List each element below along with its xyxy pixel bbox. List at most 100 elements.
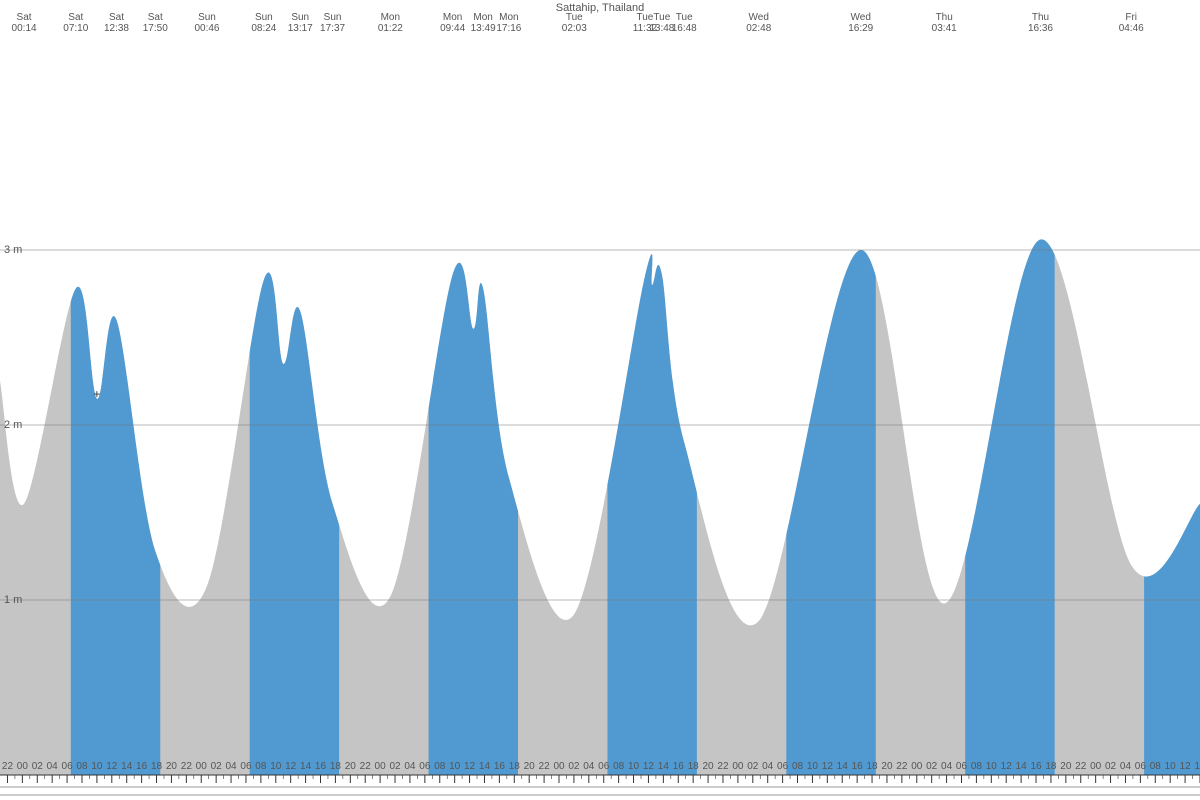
x-tick-label: 12 — [106, 761, 117, 772]
x-tick-label: 04 — [1120, 761, 1131, 772]
tide-label-day: Sat — [104, 12, 129, 23]
tide-time-label: Wed02:48 — [746, 12, 771, 34]
tide-time-label: Mon09:44 — [440, 12, 465, 34]
x-tick-label: 06 — [598, 761, 609, 772]
x-tick-label: 04 — [941, 761, 952, 772]
tide-label-day: Sat — [12, 12, 37, 23]
x-tick-label: 14 — [837, 761, 848, 772]
x-tick-label: 10 — [1165, 761, 1176, 772]
tide-time-label: Sun17:37 — [320, 12, 345, 34]
tide-label-time: 13:17 — [288, 23, 313, 34]
x-tick-label: 02 — [1105, 761, 1116, 772]
x-tick-label: 00 — [1090, 761, 1101, 772]
tide-label-day: Sun — [194, 12, 219, 23]
x-tick-label: 16 — [315, 761, 326, 772]
x-tick-label: 22 — [181, 761, 192, 772]
x-tick-label: 00 — [911, 761, 922, 772]
x-tick-label: 14 — [121, 761, 132, 772]
tide-label-day: Sun — [251, 12, 276, 23]
x-tick-label: 10 — [270, 761, 281, 772]
x-tick-label: 04 — [225, 761, 236, 772]
x-tick-label: 22 — [360, 761, 371, 772]
tide-label-day: Mon — [471, 12, 496, 23]
x-tick-label: 10 — [628, 761, 639, 772]
x-tick-label: 14 — [300, 761, 311, 772]
x-tick-label: 08 — [1150, 761, 1161, 772]
x-tick-label: 00 — [732, 761, 743, 772]
tide-label-time: 12:38 — [104, 23, 129, 34]
tide-label-time: 04:46 — [1119, 23, 1144, 34]
tide-label-time: 07:10 — [63, 23, 88, 34]
x-tick-label: 04 — [47, 761, 58, 772]
x-tick-label: 22 — [717, 761, 728, 772]
tide-label-day: Sat — [143, 12, 168, 23]
tide-label-day: Thu — [1028, 12, 1053, 23]
tide-label-day: Tue — [672, 12, 697, 23]
x-tick-label: 20 — [345, 761, 356, 772]
tide-label-day: Sat — [63, 12, 88, 23]
x-tick-label: 06 — [419, 761, 430, 772]
x-tick-label: 14 — [1016, 761, 1027, 772]
x-tick-label: 00 — [553, 761, 564, 772]
x-tick-label: 20 — [1060, 761, 1071, 772]
tide-label-time: 13:48 — [649, 23, 674, 34]
tide-label-time: 17:16 — [496, 23, 521, 34]
tide-label-day: Wed — [848, 12, 873, 23]
crosshair-marker: + — [93, 388, 100, 400]
x-tick-label: 16 — [1030, 761, 1041, 772]
x-tick-label: 14 — [1194, 761, 1200, 772]
x-tick-label: 08 — [971, 761, 982, 772]
x-tick-label: 16 — [494, 761, 505, 772]
x-tick-label: 16 — [852, 761, 863, 772]
x-tick-label: 10 — [807, 761, 818, 772]
x-tick-label: 06 — [1135, 761, 1146, 772]
tide-time-label: Tue16:48 — [672, 12, 697, 34]
x-tick-label: 20 — [703, 761, 714, 772]
x-tick-label: 20 — [524, 761, 535, 772]
tide-time-label: Mon13:49 — [471, 12, 496, 34]
x-tick-label: 02 — [389, 761, 400, 772]
tide-label-day: Tue — [562, 12, 587, 23]
y-tick-label: 3 m — [4, 244, 22, 256]
tide-time-label: Thu16:36 — [1028, 12, 1053, 34]
x-tick-label: 02 — [568, 761, 579, 772]
x-tick-label: 18 — [688, 761, 699, 772]
tide-label-day: Sun — [320, 12, 345, 23]
x-tick-label: 08 — [76, 761, 87, 772]
x-tick-label: 00 — [17, 761, 28, 772]
tide-label-day: Wed — [746, 12, 771, 23]
x-tick-label: 12 — [822, 761, 833, 772]
x-tick-label: 06 — [62, 761, 73, 772]
x-tick-label: 22 — [896, 761, 907, 772]
x-tick-label: 14 — [479, 761, 490, 772]
x-tick-label: 00 — [196, 761, 207, 772]
x-tick-label: 18 — [151, 761, 162, 772]
tide-time-label: Sat12:38 — [104, 12, 129, 34]
x-tick-label: 08 — [434, 761, 445, 772]
x-tick-label: 06 — [777, 761, 788, 772]
x-tick-label: 18 — [1045, 761, 1056, 772]
tide-label-day: Fri — [1119, 12, 1144, 23]
tide-label-time: 00:14 — [12, 23, 37, 34]
x-tick-label: 08 — [792, 761, 803, 772]
tide-label-day: Mon — [440, 12, 465, 23]
tide-time-label: Sat00:14 — [12, 12, 37, 34]
tide-time-label: Wed16:29 — [848, 12, 873, 34]
tide-time-label: Sun08:24 — [251, 12, 276, 34]
tide-label-day: Mon — [496, 12, 521, 23]
tide-label-day: Thu — [932, 12, 957, 23]
x-tick-label: 02 — [926, 761, 937, 772]
y-tick-label: 2 m — [4, 419, 22, 431]
x-tick-label: 10 — [91, 761, 102, 772]
x-tick-label: 12 — [1180, 761, 1191, 772]
x-tick-label: 12 — [1001, 761, 1012, 772]
tide-label-time: 17:50 — [143, 23, 168, 34]
tide-time-label: Sat07:10 — [63, 12, 88, 34]
x-tick-label: 04 — [583, 761, 594, 772]
x-tick-label: 20 — [166, 761, 177, 772]
tide-label-time: 01:22 — [378, 23, 403, 34]
x-tick-label: 02 — [211, 761, 222, 772]
tide-label-time: 17:37 — [320, 23, 345, 34]
x-tick-label: 02 — [32, 761, 43, 772]
tide-time-label: Tue13:48 — [649, 12, 674, 34]
